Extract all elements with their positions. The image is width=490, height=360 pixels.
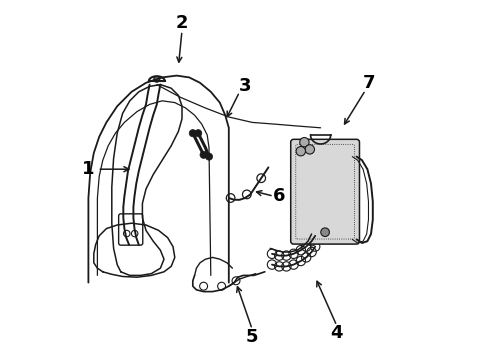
Text: 6: 6 [273, 187, 286, 205]
Text: 7: 7 [363, 74, 375, 92]
Circle shape [195, 130, 202, 137]
Circle shape [189, 130, 196, 137]
Text: 5: 5 [246, 328, 258, 346]
Circle shape [296, 147, 305, 156]
Circle shape [321, 228, 329, 237]
Text: 4: 4 [331, 324, 343, 342]
Text: 2: 2 [176, 14, 188, 32]
Circle shape [205, 153, 213, 160]
FancyBboxPatch shape [291, 139, 360, 244]
Circle shape [154, 76, 160, 82]
Text: 3: 3 [239, 77, 251, 95]
Circle shape [200, 151, 207, 158]
Text: 1: 1 [82, 160, 95, 178]
Circle shape [300, 138, 309, 147]
Circle shape [305, 145, 315, 154]
